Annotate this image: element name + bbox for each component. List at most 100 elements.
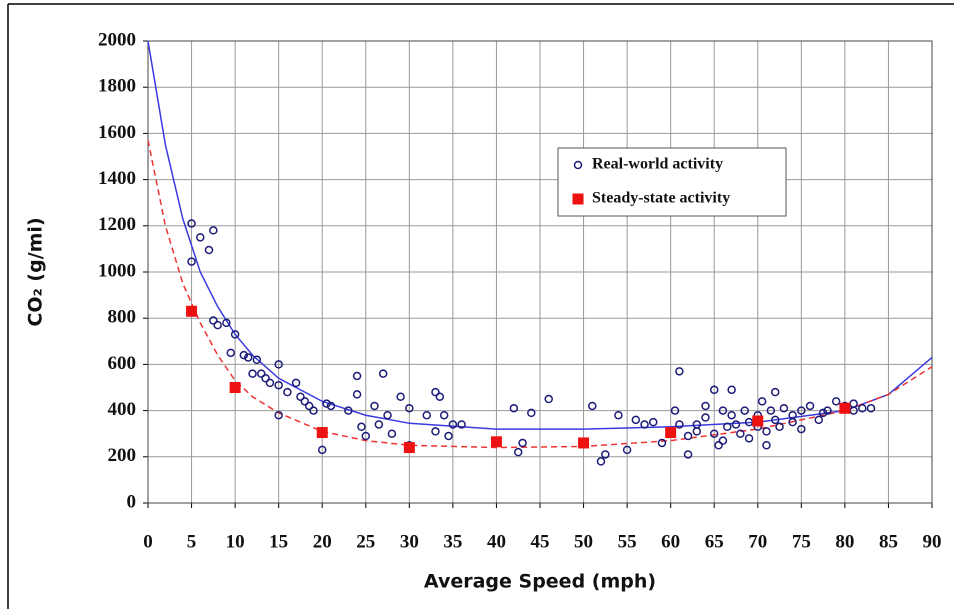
y-tick-label: 400 xyxy=(108,399,137,420)
point xyxy=(196,233,205,242)
x-tick-label: 55 xyxy=(618,531,637,552)
point xyxy=(588,401,597,411)
x-tick-label: 30 xyxy=(400,531,419,552)
point xyxy=(439,410,449,420)
point xyxy=(718,436,728,445)
point xyxy=(709,385,719,395)
point xyxy=(675,367,684,376)
point xyxy=(248,369,257,378)
point xyxy=(213,320,222,330)
x-tick-label: 10 xyxy=(226,531,245,552)
point xyxy=(805,401,815,411)
point xyxy=(396,392,405,401)
point xyxy=(622,445,632,455)
point xyxy=(665,427,677,439)
point xyxy=(229,382,241,393)
point xyxy=(752,415,764,427)
point xyxy=(858,404,867,413)
point xyxy=(527,408,536,418)
point xyxy=(683,431,693,441)
point xyxy=(640,420,649,429)
legend-label: Real-world activity xyxy=(592,156,723,173)
point xyxy=(709,429,719,438)
point xyxy=(239,350,249,360)
point xyxy=(222,318,231,328)
y-tick-label: 0 xyxy=(127,491,137,512)
point xyxy=(344,406,353,415)
point xyxy=(631,415,641,425)
point xyxy=(770,387,780,397)
point xyxy=(770,415,780,425)
point xyxy=(187,257,196,266)
y-tick-label: 800 xyxy=(108,307,137,328)
point xyxy=(274,360,283,369)
point xyxy=(204,245,214,255)
point xyxy=(727,385,736,395)
point xyxy=(326,401,336,411)
x-tick-label: 0 xyxy=(143,531,153,552)
point xyxy=(316,427,328,439)
x-tick-label: 35 xyxy=(443,531,462,552)
point xyxy=(230,330,240,339)
y-tick-label: 1800 xyxy=(98,76,136,97)
point xyxy=(701,401,710,411)
point xyxy=(291,378,301,388)
legend-marker xyxy=(573,160,583,170)
point xyxy=(814,415,824,425)
plot-border xyxy=(147,40,933,504)
point xyxy=(797,424,806,434)
point xyxy=(374,420,384,429)
point xyxy=(797,406,806,415)
y-axis-title: CO₂ (g/mi) xyxy=(25,217,47,326)
y-tick-label: 1000 xyxy=(98,260,136,281)
point xyxy=(513,447,523,457)
x-axis-title: Average Speed (mph) xyxy=(424,571,656,593)
x-tick-label: 25 xyxy=(356,531,375,552)
fit-curve xyxy=(147,140,933,449)
point xyxy=(657,438,667,448)
point xyxy=(596,457,606,466)
point xyxy=(352,390,362,399)
x-tick-label: 70 xyxy=(748,531,767,552)
x-tick-label: 85 xyxy=(879,531,898,552)
y-tick-label: 1400 xyxy=(98,168,136,189)
point xyxy=(831,397,841,406)
point xyxy=(544,394,553,404)
x-tick-label: 90 xyxy=(923,531,942,552)
point xyxy=(186,305,198,317)
point xyxy=(727,410,736,420)
point xyxy=(226,348,236,358)
point xyxy=(766,406,776,415)
point xyxy=(209,226,218,235)
legend-label: Steady-state activity xyxy=(592,190,730,207)
point xyxy=(509,404,519,413)
point xyxy=(457,420,466,429)
point xyxy=(265,378,275,388)
point xyxy=(357,422,366,432)
point xyxy=(431,427,440,436)
point xyxy=(387,429,397,438)
point xyxy=(304,401,314,411)
point xyxy=(317,445,327,455)
x-tick-label: 75 xyxy=(792,531,811,552)
point xyxy=(444,431,453,441)
point xyxy=(274,410,283,420)
point xyxy=(744,434,754,443)
point xyxy=(740,406,749,415)
point xyxy=(378,369,388,378)
point xyxy=(670,406,680,415)
point xyxy=(849,399,858,408)
point xyxy=(866,404,876,413)
point xyxy=(309,406,318,415)
point xyxy=(243,353,253,362)
point xyxy=(383,410,392,420)
point xyxy=(683,450,693,459)
point xyxy=(779,404,789,413)
point xyxy=(252,355,262,365)
point xyxy=(723,422,732,432)
x-tick-label: 50 xyxy=(574,531,593,552)
legend-box xyxy=(557,147,787,217)
point xyxy=(775,422,784,432)
point xyxy=(839,402,851,414)
point xyxy=(296,392,305,401)
